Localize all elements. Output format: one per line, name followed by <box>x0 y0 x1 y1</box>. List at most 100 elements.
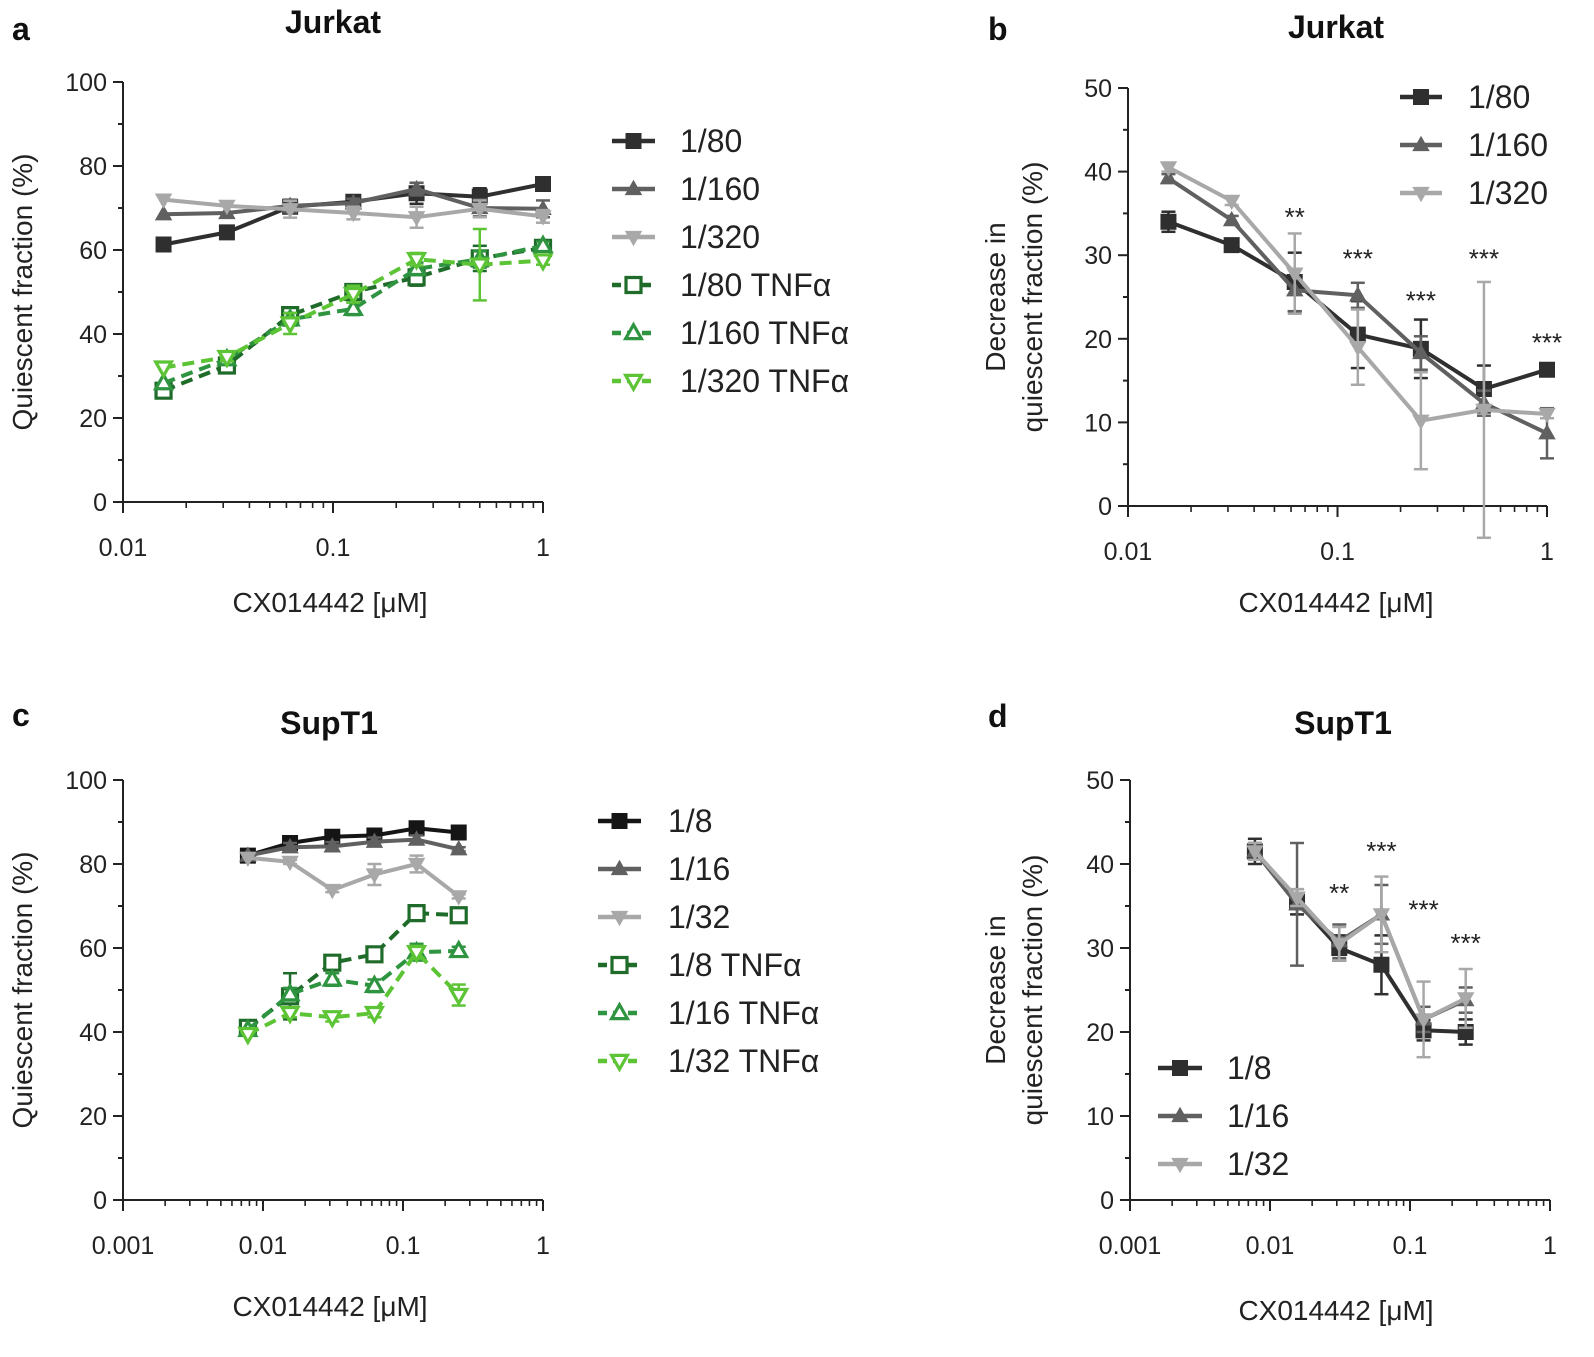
series-1-320-tnf- <box>152 227 554 380</box>
data-point <box>363 974 386 994</box>
y-axis-label: Decrease in <box>980 915 1011 1064</box>
data-point <box>218 199 236 216</box>
legend-marker <box>622 321 645 341</box>
y-axis-label: Quiescent fraction (%) <box>7 852 38 1129</box>
data-point <box>155 236 172 253</box>
y-tick-label: 20 <box>79 1103 107 1131</box>
legend-marker <box>1413 89 1429 105</box>
y-tick-label: 60 <box>79 935 107 963</box>
data-point <box>405 944 428 964</box>
legend-marker <box>608 1001 631 1021</box>
series-line <box>1253 850 1467 1022</box>
significance-label: *** <box>1532 327 1562 357</box>
x-tick-label: 1 <box>1543 1232 1557 1260</box>
significance-label: *** <box>1408 895 1438 925</box>
data-point <box>1412 343 1430 360</box>
legend-label: 1/80 TNFα <box>680 267 831 303</box>
series-line <box>1253 850 1467 1022</box>
series-line <box>246 911 459 1030</box>
legend-label: 1/8 <box>668 803 712 839</box>
data-point <box>407 904 426 923</box>
data-point <box>449 840 468 856</box>
x-tick-label: 0.01 <box>239 1232 288 1260</box>
legend-label: 1/32 <box>1227 1146 1289 1182</box>
y-tick-label: 0 <box>93 1187 107 1215</box>
y-tick-label: 20 <box>79 405 107 433</box>
series-line <box>1253 850 1466 1034</box>
data-point <box>365 945 384 964</box>
series-1-320 <box>1159 161 1556 540</box>
legend-label: 1/320 <box>680 219 760 255</box>
legend: 1/80 1/160 1/320 <box>1400 79 1548 211</box>
data-point <box>365 868 384 884</box>
x-tick-label: 0.1 <box>386 1232 421 1260</box>
significance-label: *** <box>1366 836 1396 866</box>
y-tick-label: 80 <box>79 851 107 879</box>
data-point <box>323 837 342 853</box>
y-tick-label: 10 <box>1084 409 1112 437</box>
data-point <box>532 234 554 254</box>
y-tick-label: 20 <box>1086 1019 1114 1047</box>
chart-title: SupT1 <box>1294 705 1392 741</box>
legend-marker <box>610 910 629 927</box>
data-point <box>448 987 470 1007</box>
x-tick-label: 1 <box>536 534 550 562</box>
data-point <box>218 224 235 241</box>
panel-b: b Jurkat 0 10 20 30 40 50 0.01 0.1 1 CX014442 [μM] D… <box>980 9 1562 618</box>
chart-title: Jurkat <box>285 4 381 40</box>
data-point <box>1414 1013 1433 1029</box>
x-tick-label: 1 <box>536 1232 550 1260</box>
y-tick-label: 0 <box>1098 493 1112 521</box>
significance-label: ** <box>1329 878 1349 908</box>
data-point <box>1349 341 1367 357</box>
legend-label: 1/160 TNFα <box>680 315 849 351</box>
data-point <box>365 832 384 848</box>
data-point <box>216 349 238 369</box>
legend-marker <box>624 275 643 295</box>
legend-label: 1/8 <box>1227 1050 1271 1086</box>
x-tick-label: 0.001 <box>1099 1232 1162 1260</box>
data-point <box>1539 361 1555 378</box>
series-1-32 <box>239 851 468 906</box>
data-point <box>1372 908 1391 924</box>
legend-marker <box>624 230 643 247</box>
data-point <box>407 211 426 227</box>
data-point <box>1159 161 1178 177</box>
legend-marker <box>624 179 643 196</box>
significance-label: *** <box>1469 244 1499 274</box>
legend-label: 1/32 TNFα <box>668 1043 819 1079</box>
data-point <box>407 857 426 874</box>
legend-label: 1/32 <box>668 899 730 935</box>
panel-letter: c <box>12 697 30 733</box>
data-point <box>449 890 468 906</box>
data-point <box>152 371 175 391</box>
data-point <box>1286 267 1304 283</box>
x-tick-label: 0.001 <box>92 1232 155 1260</box>
y-axis-label: Decrease in <box>980 222 1011 371</box>
data-point <box>281 837 299 854</box>
x-axis-label: CX014442 [μM] <box>1238 587 1433 618</box>
data-point <box>342 286 364 306</box>
series-line <box>247 950 461 1036</box>
y-axis-label: quiescent fraction (%) <box>1017 855 1048 1126</box>
data-point <box>154 193 173 209</box>
significance-label: *** <box>1451 928 1481 958</box>
data-point <box>281 855 299 872</box>
chart-title: SupT1 <box>280 705 378 741</box>
y-tick-label: 40 <box>79 321 107 349</box>
panel-letter: d <box>988 698 1008 734</box>
data-point <box>323 883 342 900</box>
legend-marker <box>1171 1157 1189 1174</box>
significance-label: ** <box>1285 202 1305 232</box>
y-tick-label: 50 <box>1086 767 1114 795</box>
y-tick-label: 40 <box>1086 851 1114 879</box>
y-tick-label: 20 <box>1084 326 1112 354</box>
legend-marker <box>622 373 645 393</box>
panel-letter: a <box>12 11 30 47</box>
data-point <box>363 1005 386 1025</box>
data-point <box>1222 194 1241 211</box>
legend-label: 1/320 TNFα <box>680 363 849 399</box>
data-point <box>321 968 343 987</box>
series-1-32 <box>1246 841 1475 1059</box>
y-tick-label: 0 <box>1100 1187 1114 1215</box>
